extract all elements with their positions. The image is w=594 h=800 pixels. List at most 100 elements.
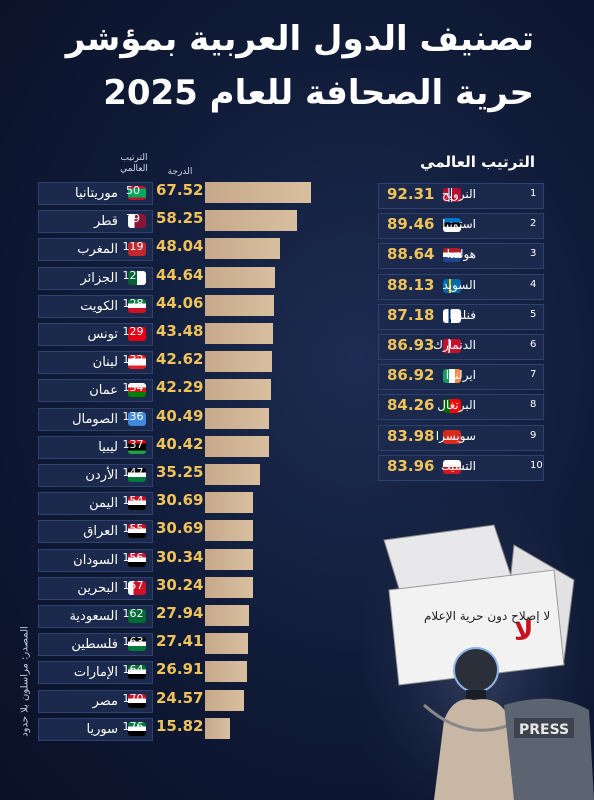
country-name-box: الجزائر: [38, 266, 153, 290]
global-country-name: فنلندا: [449, 307, 476, 322]
arab-country-row: المغرب 119 48.04: [0, 236, 594, 262]
country-name-box: الصومال: [38, 407, 153, 431]
libya-flag-icon: [128, 439, 146, 454]
palestine-flag-icon: [128, 637, 146, 652]
country-name-box: سوريا: [38, 717, 153, 741]
global-country-name: التشيك: [440, 458, 476, 473]
chart-title-line1: تصنيف الدول العربية بمؤشر: [65, 19, 534, 59]
global-country-name: سويسرا: [435, 428, 476, 443]
global-rank: 7: [530, 369, 537, 381]
global-country-name: البرتغال: [437, 398, 476, 413]
global-rank: 3: [530, 248, 537, 260]
country-name-box: ليبيا: [38, 435, 153, 459]
arab-country-row: سوريا 176 15.82: [0, 716, 594, 742]
jordan-flag-icon: [128, 468, 146, 482]
world-rank: 156: [122, 550, 144, 564]
country-name: ليبيا: [98, 439, 118, 455]
country-name: الإمارات: [73, 665, 118, 681]
netherlands-flag-icon: [443, 248, 461, 263]
score-label: 35.25: [156, 463, 204, 481]
global-country-row: 89.46 استونيا 2: [0, 212, 594, 240]
arab-country-row: الإمارات 164 26.91: [0, 659, 594, 685]
global-rank: 2: [530, 218, 537, 230]
score-label: 58.25: [156, 209, 204, 228]
score-label: 30.69: [156, 491, 204, 510]
country-name-box: الكويت: [38, 294, 153, 318]
global-row-box: [378, 454, 544, 481]
global-rank: 10: [530, 459, 543, 471]
global-row-box: [378, 243, 544, 270]
mauritania-flag-icon: [128, 186, 146, 200]
country-name: الكويت: [80, 298, 118, 314]
world-rank: 129: [122, 325, 144, 338]
country-name: البحرين: [77, 580, 118, 596]
norway-flag-icon: [443, 188, 461, 202]
score-label: 44.06: [156, 293, 204, 312]
country-name: مصر: [92, 693, 118, 709]
estonia-flag-icon: [443, 218, 461, 233]
global-score: 86.93: [387, 336, 435, 354]
score-label: 42.62: [156, 350, 204, 369]
world-rank: 134: [122, 381, 144, 395]
country-name-box: لبنان: [38, 351, 153, 375]
arab-country-row: البحرين 157 30.24: [0, 575, 594, 601]
world-rank: 170: [122, 691, 144, 705]
global-row-box: [378, 394, 544, 421]
arab-country-row: تونس 129 43.48: [0, 321, 594, 347]
global-row-box: [378, 273, 544, 300]
arab-country-row: ليبيا 137 40.42: [0, 434, 594, 460]
country-name: العراق: [83, 524, 118, 540]
kuwait-flag-icon: [128, 298, 146, 313]
global-country-name: الدنمارك: [433, 338, 476, 352]
country-name-box: السودان: [38, 548, 153, 572]
sweden-flag-icon: [443, 278, 461, 293]
score-label: 27.94: [156, 604, 204, 622]
country-name-box: اليمن: [38, 492, 153, 516]
source-note: المصدر: مراسلون بلا حدود: [19, 626, 31, 737]
arab-country-row: قطر 79 58.25: [0, 208, 594, 234]
global-ranking-header: الترتيب العالمي: [420, 153, 535, 171]
score-label: 15.82: [156, 716, 204, 735]
country-name-box: تونس: [38, 323, 153, 346]
oman-flag-icon: [128, 383, 146, 398]
global-country-row: 87.18 فنلندا 5: [0, 303, 594, 330]
press-label: PRESS: [519, 722, 569, 738]
score-bar: [205, 661, 248, 683]
morocco-flag-icon: [128, 242, 146, 257]
score-label: 40.49: [156, 406, 204, 425]
protest-photo: لا لا إصلاح دون حرية الإعلام PRESS: [364, 490, 594, 800]
world-rank: 119: [122, 240, 144, 254]
score-label: 26.91: [156, 660, 204, 679]
global-rank: 6: [530, 339, 537, 350]
svg-text:لا: لا: [514, 617, 533, 647]
score-bar: [205, 464, 261, 485]
algeria-flag-icon: [128, 270, 146, 285]
score-bar: [205, 717, 230, 739]
score-label: 48.04: [156, 237, 204, 256]
score-column-header: الدرجة: [167, 167, 193, 177]
world-rank: 155: [122, 522, 144, 536]
score-label: 30.24: [156, 575, 204, 594]
country-name: قطر: [93, 214, 118, 230]
country-name: الصومال: [72, 411, 118, 427]
tunisia-flag-icon: [128, 327, 146, 341]
score-label: 27.41: [156, 632, 204, 651]
country-name: الجزائر: [80, 270, 118, 286]
global-row-box: [378, 424, 544, 451]
global-score: 88.13: [387, 275, 435, 294]
global-country-row: 83.96 التشيك 10: [0, 454, 594, 481]
country-name: لبنان: [92, 355, 118, 371]
world-rank: 147: [122, 466, 144, 479]
uae-flag-icon: [128, 665, 146, 680]
switzerland-flag-icon: [443, 429, 461, 444]
global-rank: 8: [530, 399, 537, 411]
world-rank: 157: [122, 578, 144, 592]
country-name-box: الأردن: [38, 464, 153, 487]
ireland-flag-icon: [443, 369, 461, 384]
country-name-box: مصر: [38, 689, 153, 713]
arab-country-row: فلسطين 163 27.41: [0, 631, 594, 657]
global-country-row: 84.26 البرتغال 8: [0, 393, 594, 421]
arab-country-row: العراق 155 30.69: [0, 518, 594, 544]
score-bar: [205, 605, 249, 626]
arab-country-row: الجزائر 126 44.64: [0, 265, 594, 291]
